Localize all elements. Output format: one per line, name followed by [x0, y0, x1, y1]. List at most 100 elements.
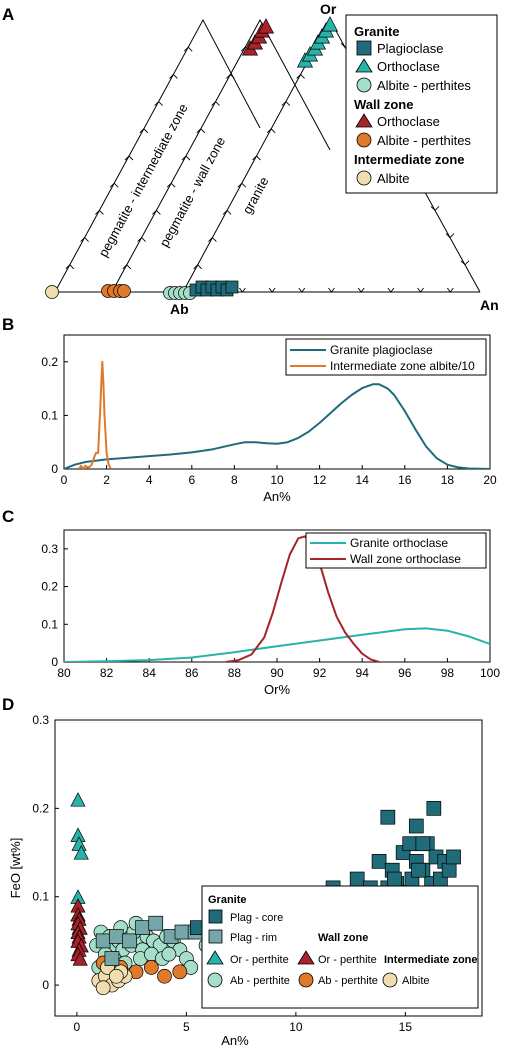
- ternary-tick: [226, 73, 235, 79]
- legend-d-marker-plag-rim: [208, 929, 223, 944]
- ternary-tick: [109, 182, 119, 188]
- ternary-tick: [65, 264, 75, 270]
- panel-d-point-circle: [172, 964, 188, 980]
- panel-b-xtick-label: 4: [146, 473, 153, 487]
- legend-marker-intermediate-albite: [356, 170, 372, 186]
- panel-d-point-square: [402, 836, 418, 852]
- panel-b-xtick-label: 2: [103, 473, 110, 487]
- legend-d-marker-granite-or: [206, 950, 224, 965]
- ternary-point-intermediate-albite: [45, 285, 59, 299]
- ternary-tick: [296, 73, 305, 79]
- panel-d-point-square: [387, 871, 402, 887]
- ternary-base-tick: [239, 287, 246, 293]
- panel-b-letter: B: [2, 315, 14, 334]
- panel-d-letter: D: [2, 695, 14, 714]
- ternary-tick: [166, 182, 176, 188]
- ternary-tick: [183, 46, 193, 52]
- panel-c-xlabel: Or%: [264, 682, 290, 697]
- panel-c-xtick-label: 86: [185, 666, 199, 680]
- ternary-tick: [237, 182, 247, 188]
- panel-d-point-circle: [161, 946, 177, 962]
- panel-d-ytick-label: 0: [42, 978, 49, 992]
- panel-b-axes: 0 2 4 6 8 10 12 14 16 18 20 0 0.1 0.2: [41, 355, 497, 487]
- panel-c-xtick-label: 94: [356, 666, 370, 680]
- panel-c-xtick-label: 98: [441, 666, 455, 680]
- ternary-tick: [181, 155, 191, 161]
- panel-d-point-square: [349, 871, 365, 887]
- panel-d-point-square: [174, 924, 190, 940]
- legend-label-plagioclase: Plagioclase: [377, 41, 444, 56]
- ternary-tick: [266, 128, 276, 134]
- ternary-base-tick: [387, 287, 395, 293]
- panel-c-letter: C: [2, 507, 14, 526]
- panel-c-xtick-label: 92: [313, 666, 327, 680]
- ternary-point-wall-orthoclase: [257, 18, 275, 34]
- panel-d-point-square: [446, 849, 461, 865]
- legend-d-label-granite-or: Or - perthite: [230, 954, 289, 966]
- panel-c-xtick-label: 90: [270, 666, 284, 680]
- panel-b-xtick-label: 12: [313, 473, 327, 487]
- panel-d-point-square: [104, 951, 120, 966]
- panel-b-xtick-label: 10: [270, 473, 284, 487]
- panel-d-xtick-label: 5: [183, 1020, 190, 1034]
- panel-d-point-square: [148, 915, 164, 931]
- panel-d-xtick-label: 0: [74, 1020, 81, 1034]
- panel-d-point-square: [122, 933, 137, 949]
- panel-d-point-square: [135, 920, 150, 935]
- panel-b-ytick-label: 0.1: [41, 408, 58, 422]
- panel-a: A Ab An Or pegmatite - intermediate zone…: [2, 1, 499, 317]
- ternary-tick: [124, 155, 134, 161]
- ternary-tick: [252, 155, 261, 161]
- legend-d-label-granite-ab: Ab - perthite: [230, 975, 290, 987]
- legend-label-intermediate-albite-10: Intermediate zone albite/10: [330, 359, 475, 373]
- ternary-tick: [80, 236, 89, 242]
- ternary-tick: [430, 206, 440, 212]
- panel-d-xtick-label: 10: [289, 1020, 303, 1034]
- panel-c-series-line-0: [64, 627, 490, 662]
- panel-c-ytick-label: 0.2: [41, 580, 58, 594]
- ternary-tick: [95, 209, 104, 215]
- panel-d-point-square: [108, 929, 124, 944]
- panel-d-point-square: [408, 818, 424, 834]
- ternary-tick: [445, 233, 455, 239]
- ternary-point-plagioclase: [225, 280, 239, 294]
- panel-d-ytick-label: 0.1: [32, 890, 49, 904]
- panel-d-point-triangle: [72, 951, 88, 966]
- panel-b-lines: [64, 360, 490, 469]
- panel-d-point-triangle: [73, 845, 89, 860]
- legend-label-granite-plagioclase: Granite plagioclase: [330, 343, 433, 357]
- legend-label-granite-albite: Albite - perthites: [377, 78, 471, 93]
- panel-d-legend: Granite Plag - core Plag - rim Wall zone…: [201, 885, 479, 1009]
- ternary-vertex-label-or: Or: [320, 1, 337, 17]
- band-label-wall: pegmatite - wall zone: [156, 134, 228, 249]
- panel-d-xtick-label: 15: [399, 1020, 413, 1034]
- panel-b-ytick-label: 0: [51, 462, 58, 476]
- band-label-granite: granite: [239, 174, 271, 216]
- panel-c-ytick-label: 0: [51, 655, 58, 669]
- ternary-wall-band: [111, 18, 331, 293]
- legend-group-granite: Granite: [354, 24, 400, 39]
- legend-marker-wall-orthoclase: [355, 113, 373, 128]
- ternary-base-tick: [328, 287, 335, 293]
- legend-label-granite-orthoclase-c: Granite orthoclase: [350, 536, 448, 550]
- ternary-tick: [122, 264, 132, 270]
- ternary-vertex-label-an: An: [480, 297, 499, 313]
- ternary-tick: [169, 73, 178, 79]
- ternary-tick: [460, 260, 470, 266]
- panel-d-point-square: [411, 862, 426, 878]
- panel-b-series-line-1: [78, 360, 112, 469]
- panel-b-series-line-0: [64, 383, 490, 469]
- legend-label-wall-orthoclase: Orthoclase: [377, 114, 440, 129]
- panel-b-legend: Granite plagioclase Intermediate zone al…: [285, 338, 487, 376]
- panel-b-ytick-label: 0.2: [41, 355, 58, 369]
- panel-b-xtick-label: 16: [398, 473, 412, 487]
- ternary-tick: [281, 100, 291, 106]
- legend-d-marker-wall-or: [297, 950, 315, 965]
- panel-c-xtick-label: 96: [398, 666, 412, 680]
- panel-d-point-circle: [95, 980, 111, 996]
- legend-d-label-albite: Albite: [402, 975, 430, 987]
- legend-label-granite-orthoclase: Orthoclase: [377, 59, 440, 74]
- ternary-tick: [139, 128, 149, 134]
- panel-d-point-square: [426, 801, 442, 816]
